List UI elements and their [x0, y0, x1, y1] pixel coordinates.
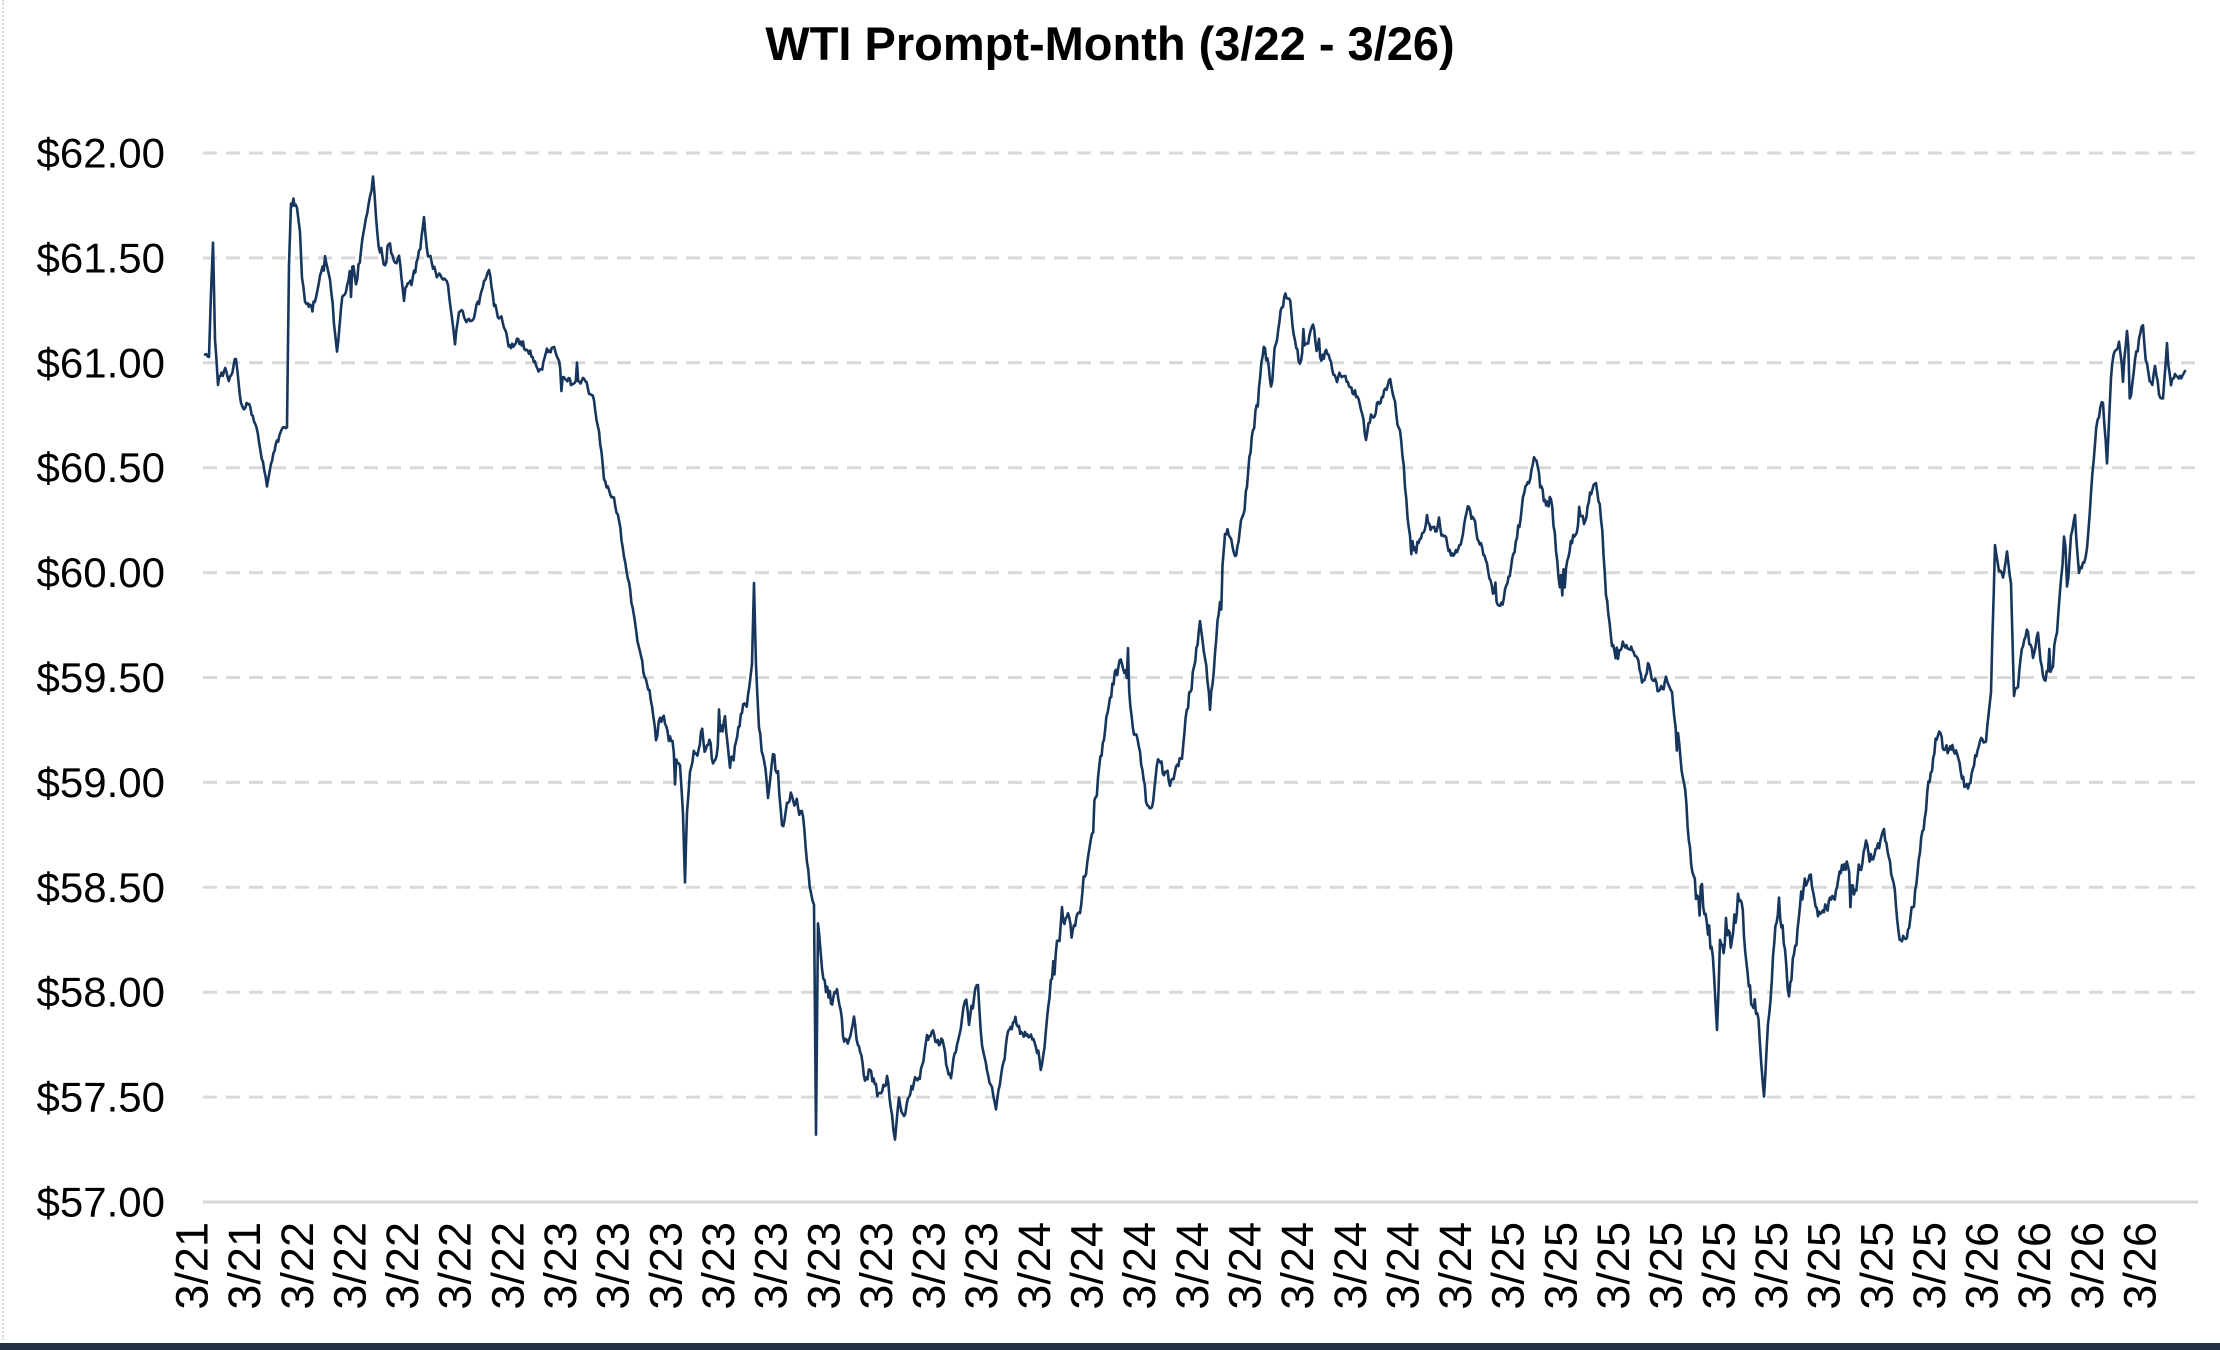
- x-axis-tick-label: 3/25: [1851, 1222, 1902, 1310]
- x-axis-tick-label: 3/24: [1220, 1222, 1271, 1310]
- y-axis-tick-label: $57.50: [37, 1074, 165, 1121]
- y-axis-tick-label: $59.50: [37, 654, 165, 701]
- x-axis-tick-label: 3/22: [430, 1222, 481, 1310]
- y-axis-tick-label: $62.00: [37, 130, 165, 177]
- x-axis-tick-label: 3/21: [219, 1222, 270, 1310]
- x-axis-tick-label: 3/22: [324, 1222, 375, 1310]
- x-axis-tick-label: 3/25: [1535, 1222, 1586, 1310]
- x-axis-tick-label: 3/26: [2009, 1222, 2060, 1310]
- x-axis-tick-label: 3/23: [904, 1222, 955, 1310]
- x-axis-tick-label: 3/25: [1588, 1222, 1639, 1310]
- x-axis-tick-label: 3/25: [1483, 1222, 1534, 1310]
- x-axis-tick-label: 3/24: [1377, 1222, 1428, 1310]
- x-axis-tick-label: 3/24: [1325, 1222, 1376, 1310]
- x-axis-tick-label: 3/24: [1167, 1222, 1218, 1310]
- x-axis-tick-label: 3/23: [798, 1222, 849, 1310]
- x-axis-tick-label: 3/25: [1746, 1222, 1797, 1310]
- x-axis-tick-label: 3/26: [2062, 1222, 2113, 1310]
- y-axis-tick-label: $60.50: [37, 444, 165, 491]
- x-axis-tick-label: 3/23: [693, 1222, 744, 1310]
- y-axis-tick-label: $61.50: [37, 234, 165, 281]
- series-group: [203, 175, 2187, 1141]
- x-axis-tick-label: 3/24: [1114, 1222, 1165, 1310]
- x-axis-tick-label: 3/24: [1062, 1222, 1113, 1310]
- x-axis-tick-label: 3/21: [167, 1222, 218, 1310]
- chart-title: WTI Prompt-Month (3/22 - 3/26): [765, 17, 1455, 70]
- x-axis-tick-label: 3/23: [588, 1222, 639, 1310]
- x-axis-tick-label: 3/22: [272, 1222, 323, 1310]
- y-axis-tick-label: $60.00: [37, 549, 165, 596]
- x-axis-tick-label: 3/24: [1009, 1222, 1060, 1310]
- gridlines-group: [203, 151, 2198, 1204]
- y-axis-tick-label: $61.00: [37, 339, 165, 386]
- x-axis-tick-label: 3/23: [956, 1222, 1007, 1310]
- x-axis-tick-label: 3/26: [2115, 1222, 2166, 1310]
- x-axis-tick-label: 3/22: [377, 1222, 428, 1310]
- x-axis-tick-label: 3/23: [640, 1222, 691, 1310]
- left-dotted-guide: [2, 0, 4, 1340]
- x-axis-tick-label: 3/25: [1799, 1222, 1850, 1310]
- x-axis-tick-label: 3/25: [1641, 1222, 1692, 1310]
- y-axis-tick-label: $57.00: [37, 1179, 165, 1226]
- price-line-series: [203, 175, 2187, 1141]
- x-axis-tick-label: 3/23: [746, 1222, 797, 1310]
- x-axis-tick-label: 3/22: [482, 1222, 533, 1310]
- x-axis-tick-label: 3/25: [1904, 1222, 1955, 1310]
- bottom-window-edge: [0, 1343, 2220, 1350]
- x-axis-tick-label: 3/23: [535, 1222, 586, 1310]
- y-axis-tick-label: $59.00: [37, 759, 165, 806]
- y-axis-tick-label: $58.00: [37, 969, 165, 1016]
- x-axis-tick-label: 3/24: [1430, 1222, 1481, 1310]
- y-axis-labels-group: $62.00 $61.50 $61.00 $60.50 $60.00 $59.50 $59.…: [37, 130, 165, 1226]
- x-axis-tick-label: 3/24: [1272, 1222, 1323, 1310]
- x-axis-tick-label: 3/23: [851, 1222, 902, 1310]
- x-axis-tick-label: 3/26: [1957, 1222, 2008, 1310]
- x-axis-tick-label: 3/25: [1693, 1222, 1744, 1310]
- y-axis-tick-label: $58.50: [37, 864, 165, 911]
- x-axis-labels-group: 3/21 3/21 3/22 3/22 3/22 3/22 3/22 3/23 3/23 3/23…: [167, 1222, 2166, 1310]
